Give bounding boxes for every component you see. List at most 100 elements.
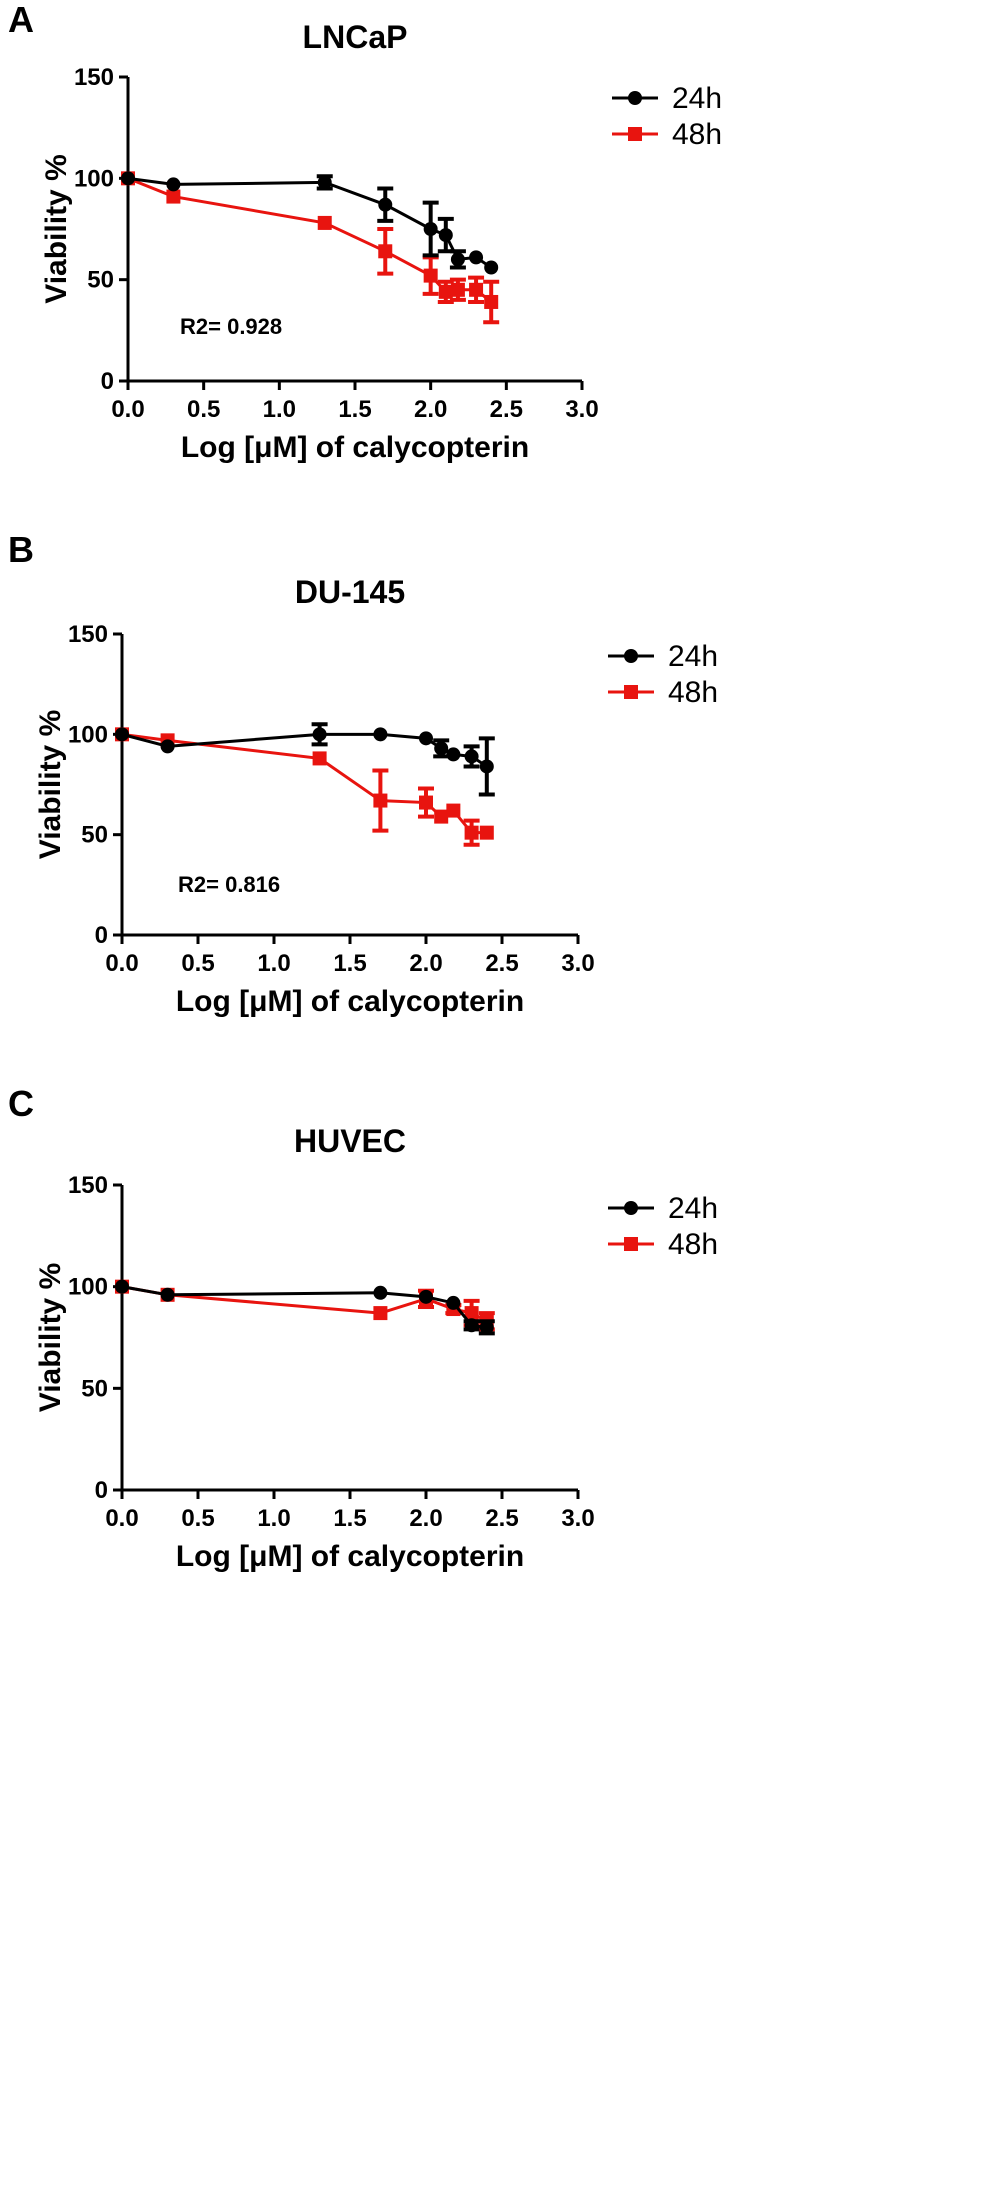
x-tick-label: 1.5 — [333, 950, 366, 977]
y-axis-title: Viability % — [34, 1263, 67, 1413]
legend-item-48h: 48h — [608, 1228, 718, 1261]
x-tick-label: 3.0 — [561, 1505, 594, 1532]
chart-title: LNCaP — [303, 19, 408, 55]
data-point — [373, 1285, 388, 1300]
series-24h — [115, 1279, 495, 1336]
x-tick-label: 1.5 — [338, 396, 371, 423]
x-tick-label: 0.5 — [187, 396, 220, 423]
data-point — [479, 1320, 494, 1335]
y-tick-label: 150 — [74, 64, 114, 91]
data-point — [446, 803, 461, 818]
x-tick-label: 0.0 — [105, 1505, 138, 1532]
y-tick-label: 0 — [95, 1477, 108, 1504]
data-point — [419, 731, 433, 746]
x-axis-title: Log [μM] of calycopterin — [176, 1540, 524, 1573]
legend-item-48h: 48h — [608, 676, 718, 709]
legend-marker — [624, 649, 638, 663]
x-tick-label: 1.5 — [333, 1505, 366, 1532]
y-tick-label: 0 — [101, 368, 114, 395]
data-point — [419, 795, 433, 810]
x-axis-title: Log [μM] of calycopterin — [181, 431, 529, 464]
legend-marker — [624, 1201, 638, 1215]
y-axis-title: Viability % — [40, 154, 73, 304]
legend-item-48h: 48h — [612, 118, 722, 151]
legend-marker — [624, 1237, 638, 1251]
y-tick-label: 0 — [95, 922, 108, 949]
panel-letter: B — [8, 529, 34, 570]
series-48h — [115, 1279, 495, 1332]
data-point — [312, 727, 327, 742]
data-point — [450, 252, 465, 267]
data-point — [469, 250, 484, 265]
r2-annotation: R2= 0.816 — [178, 872, 280, 897]
y-tick-label: 50 — [87, 267, 114, 294]
panel-letter: A — [8, 0, 34, 40]
y-tick-label: 50 — [81, 1375, 108, 1402]
data-point — [160, 1287, 175, 1302]
data-point — [115, 727, 129, 742]
data-point — [438, 228, 453, 243]
data-point — [115, 1279, 129, 1294]
x-tick-label: 3.0 — [561, 950, 594, 977]
data-point — [484, 260, 499, 275]
x-tick-label: 2.0 — [414, 396, 447, 423]
data-point — [464, 825, 479, 840]
data-point — [317, 175, 332, 190]
x-tick-label: 2.0 — [409, 1505, 442, 1532]
legend-marker — [624, 685, 638, 699]
x-tick-label: 0.5 — [181, 1505, 214, 1532]
x-tick-label: 2.5 — [485, 950, 518, 977]
chart-title: HUVEC — [294, 1123, 406, 1159]
chart-panel-b: B DU-145 0 50 100 150 0.0 0.5 1.0 1.5 2.0 2.5 3.0 Log… — [8, 529, 718, 1018]
data-point — [373, 793, 388, 808]
x-tick-label: 1.0 — [257, 950, 290, 977]
y-tick-label: 100 — [68, 721, 108, 748]
x-tick-label: 0.5 — [181, 950, 214, 977]
y-tick-label: 150 — [68, 1172, 108, 1199]
data-point — [446, 1295, 461, 1310]
x-tick-label: 1.0 — [263, 396, 296, 423]
data-point — [423, 268, 438, 283]
series-24h — [121, 171, 499, 275]
x-tick-label: 2.5 — [485, 1505, 518, 1532]
y-tick-label: 100 — [74, 165, 114, 192]
data-point — [121, 171, 135, 186]
series-48h — [115, 727, 494, 847]
legend-label: 24h — [672, 82, 722, 115]
data-point — [464, 1306, 479, 1321]
legend-label: 48h — [668, 1228, 718, 1261]
y-tick-label: 100 — [68, 1274, 108, 1301]
legend-label: 48h — [672, 118, 722, 151]
x-tick-label: 1.0 — [257, 1505, 290, 1532]
y-axis-title: Viability % — [34, 710, 67, 860]
y-tick-label: 150 — [68, 621, 108, 648]
data-point — [160, 739, 175, 754]
x-axis-title: Log [μM] of calycopterin — [176, 985, 524, 1018]
data-point — [464, 1318, 479, 1333]
legend-label: 24h — [668, 1192, 718, 1225]
data-point — [469, 282, 484, 297]
x-tick-label: 2.5 — [490, 396, 523, 423]
data-point — [166, 189, 181, 204]
data-point — [479, 825, 494, 840]
data-point — [464, 749, 479, 764]
series-24h — [115, 722, 495, 797]
panel-letter: C — [8, 1083, 34, 1124]
data-point — [434, 741, 449, 756]
data-point — [446, 747, 461, 762]
legend-label: 48h — [668, 676, 718, 709]
chart-panel-c: C HUVEC 0 50 100 150 0.0 0.5 1.0 1.5 2.0 2.5 3.0 Log … — [8, 1083, 718, 1573]
legend-item-24h: 24h — [608, 640, 718, 673]
data-point — [450, 282, 465, 297]
data-point — [438, 284, 453, 299]
legend-label: 24h — [668, 640, 718, 673]
data-point — [479, 759, 494, 774]
legend-item-24h: 24h — [612, 82, 722, 115]
data-point — [378, 244, 393, 259]
series-48h — [121, 171, 500, 325]
data-point — [373, 727, 388, 742]
data-point — [434, 809, 449, 824]
data-point — [423, 222, 438, 236]
